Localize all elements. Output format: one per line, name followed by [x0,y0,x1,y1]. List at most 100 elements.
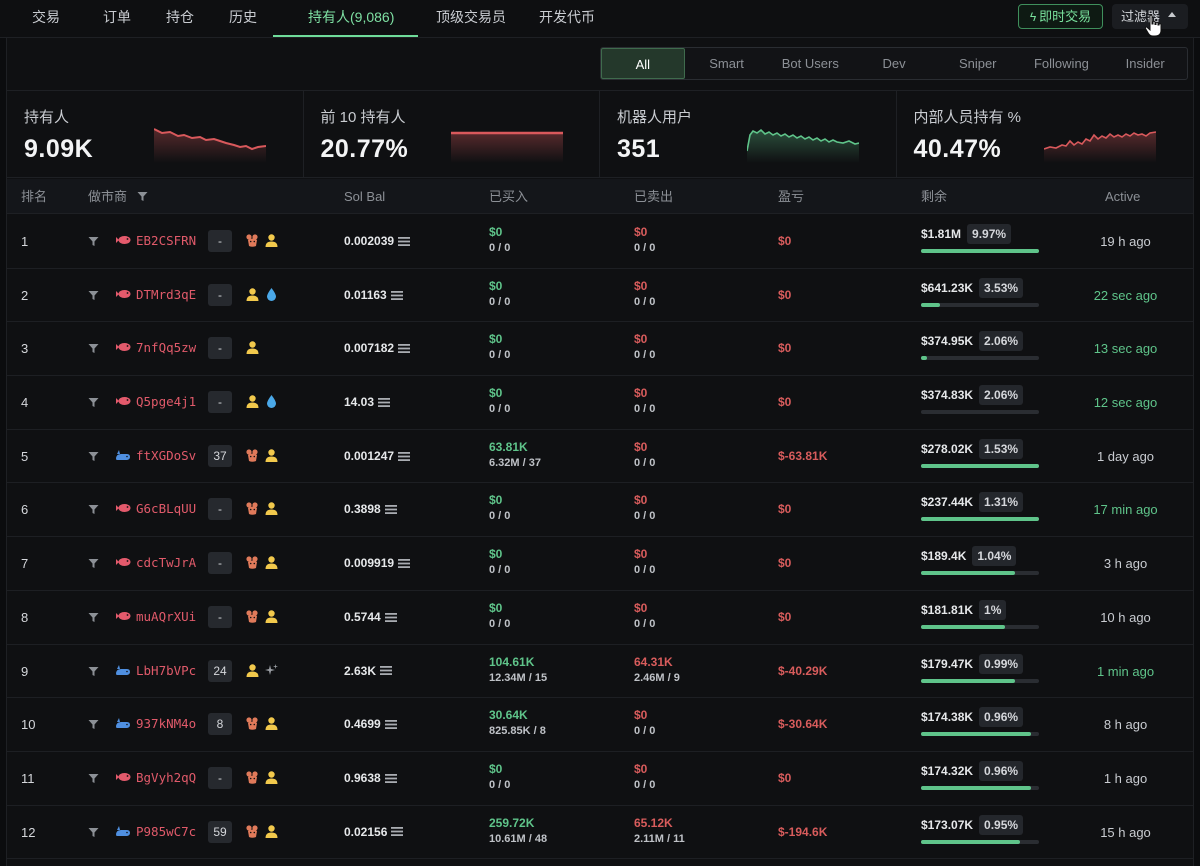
wallet-address-link[interactable]: ftXGDoSv [136,447,197,463]
table-row[interactable]: 10 937kNM4o 8 0.4699 30.64K 825.85K / 8 $0 0 / … [7,698,1193,752]
remaining-pct-badge: 2.06% [979,385,1024,406]
bought-amount: 104.61K [489,654,535,669]
sold-cell: $0 0 / 0 [634,225,655,256]
rat-icon [245,448,260,463]
filter-icon[interactable] [88,342,99,354]
remaining-pct-badge: 0.96% [979,707,1024,728]
table-row[interactable]: 3 7nfQq5zw - 0.007182 $0 0 / 0 $0 0 / 0 $0 $374.9… [7,322,1193,377]
wallet-address-link[interactable]: cdcTwJrA [136,555,197,571]
filter-icon[interactable] [88,503,99,515]
sold-sub: 0 / 0 [634,725,656,738]
table-row[interactable]: 8 muAQrXUi - 0.5744 $0 0 / 0 $0 0 / 0 $0 $181.81K… [7,591,1193,645]
segment-all[interactable]: All [601,48,685,79]
filter-icon[interactable] [88,665,99,676]
tx-count-badge: 8 [208,713,232,736]
pnl-cell: $0 [778,287,792,302]
wallet-tags [245,233,279,249]
solana-icon [398,450,411,464]
tab-history[interactable]: 历史 [229,9,257,25]
filter-icon[interactable] [88,557,99,569]
sold-sub: 0 / 0 [634,295,656,308]
sold-amount: $0 [634,386,648,401]
wallet-address-link[interactable]: 937kNM4o [136,716,197,732]
last-active-cell: 17 min ago [1093,502,1158,518]
wallet-address-link[interactable]: P985wC7c [136,823,197,839]
sparkline-bot-users [747,128,859,163]
col-maker: 做市商 [88,189,128,204]
sol-balance: 14.03 [344,395,391,410]
wallet-address-link[interactable]: LbH7bVPc [136,662,197,678]
sold-cell: $0 0 / 0 [634,493,655,524]
remaining-bar-fill [921,678,1016,683]
bought-cell: 104.61K 12.34M / 15 [489,655,547,686]
wallet-address-link[interactable]: 7nfQq5zw [136,340,197,356]
table-row[interactable]: 9 LbH7bVPc 24 2.63K 104.61K 12.34M / 15 64.31K… [7,645,1193,699]
tab-positions[interactable]: 持仓 [166,9,194,25]
segment-bot-users[interactable]: Bot Users [781,56,839,71]
filter-icon[interactable] [88,611,99,622]
table-row[interactable]: 4 Q5pge4j1- 14.03 $0 0 / 0 $0 0 / 0 $0 $374.83K 2… [7,376,1193,430]
instant-trade-button[interactable]: ϟ 即时交易 [1018,4,1103,29]
remaining-bar [921,839,1039,844]
sold-sub: 2.46M / 9 [634,671,680,684]
filter-icon[interactable] [88,289,99,300]
remaining-pct-badge: 9.97% [967,224,1012,244]
bought-sub: 0 / 0 [489,242,511,254]
table-row[interactable]: 11 BgVyh2qQ - 0.9638 $0 0 / 0 $0 0 / 0 $0 $174.32… [7,752,1193,806]
wallet-address-link[interactable]: DTMrd3qE [136,286,197,302]
sol-balance-value: 0.9638 [344,770,381,785]
filter-icon[interactable] [88,450,99,461]
tab-orders[interactable]: 订单 [103,9,131,25]
table-row[interactable]: 12 P985wC7c 59 0.02156 259.72K 10.61M / 48 65.… [7,806,1193,860]
wallet-address-link[interactable]: muAQrXUi [136,608,197,624]
sparkle-icon [264,663,279,678]
user-icon [264,448,279,463]
tab-holders[interactable]: 持有人(9,086) [308,9,395,25]
segment-smart[interactable]: Smart [709,56,744,71]
wallet-address-link[interactable]: Q5pge4j1 [136,394,197,410]
filter-icon[interactable] [88,396,99,408]
bought-amount: $0 [489,278,503,293]
segment-sniper[interactable]: Sniper [958,56,997,71]
remaining-bar-fill [921,517,1039,522]
wallet-address-link[interactable]: G6cBLqUU [136,501,197,517]
tx-count-badge: - [208,766,232,789]
table-row[interactable]: 1 EB2CSFRN - 0.002039 $0 0 / 0 $0 0 / 0 $0 $1.81M… [7,215,1193,269]
segment-following[interactable]: Following [1033,56,1089,71]
col-sold: 已卖出 [634,189,674,204]
wallet-address-link[interactable]: BgVyh2qQ [136,769,197,785]
sold-cell: $0 0 / 0 [634,547,655,578]
water-drop-icon [264,287,279,302]
bought-sub: 10.61M / 48 [489,832,548,845]
table-row[interactable]: 2 DTMrd3qE - 0.01163 $0 0 / 0 $0 0 / 0 $0 $641.23… [7,269,1193,323]
solana-icon [384,611,397,625]
filter-icon[interactable] [88,235,99,246]
wallet-address-link[interactable]: EB2CSFRN [136,233,197,248]
maker-filter-icon[interactable] [137,191,148,202]
filter-icon[interactable] [88,718,99,730]
sol-balance: 0.9638 [344,771,397,786]
col-rank: 排名 [21,189,48,204]
bought-amount: $0 [489,600,503,615]
filter-icon[interactable] [88,826,99,837]
wallet-tags [245,394,279,410]
sol-balance-value: 0.5744 [344,609,381,624]
whale-icon [115,448,131,462]
segment-insider[interactable]: Insider [1125,56,1165,71]
sol-balance-value: 0.001247 [344,448,395,463]
remaining-pct-badge: 0.96% [979,760,1024,781]
tab-top-traders[interactable]: 顶级交易员 [436,9,506,25]
tab-trade[interactable]: 交易 [32,9,60,25]
segment-dev[interactable]: Dev [882,56,906,71]
table-row[interactable]: 7 cdcTwJrA - 0.009919 $0 0 / 0 $0 0 / 0 $0 $189.4… [7,537,1193,591]
filter-icon[interactable] [88,772,99,783]
stat-value: 9.09K [24,135,94,163]
sold-cell: $0 0 / 0 [634,762,655,793]
table-row[interactable]: 5 ftXGDoSv 37 0.001247 63.81K 6.32M / 37 $0 0 /… [7,430,1193,484]
tab-dev-tokens[interactable]: 开发代币 [539,9,595,25]
fish-icon [115,340,131,354]
table-row[interactable]: 6 G6cBLqUU - 0.3898 $0 0 / 0 $0 0 / 0 $0 $237.44K… [7,483,1193,538]
wallet-tags [245,770,279,786]
sparkline-holders [154,128,266,163]
sold-cell: $0 0 / 0 [634,440,655,471]
